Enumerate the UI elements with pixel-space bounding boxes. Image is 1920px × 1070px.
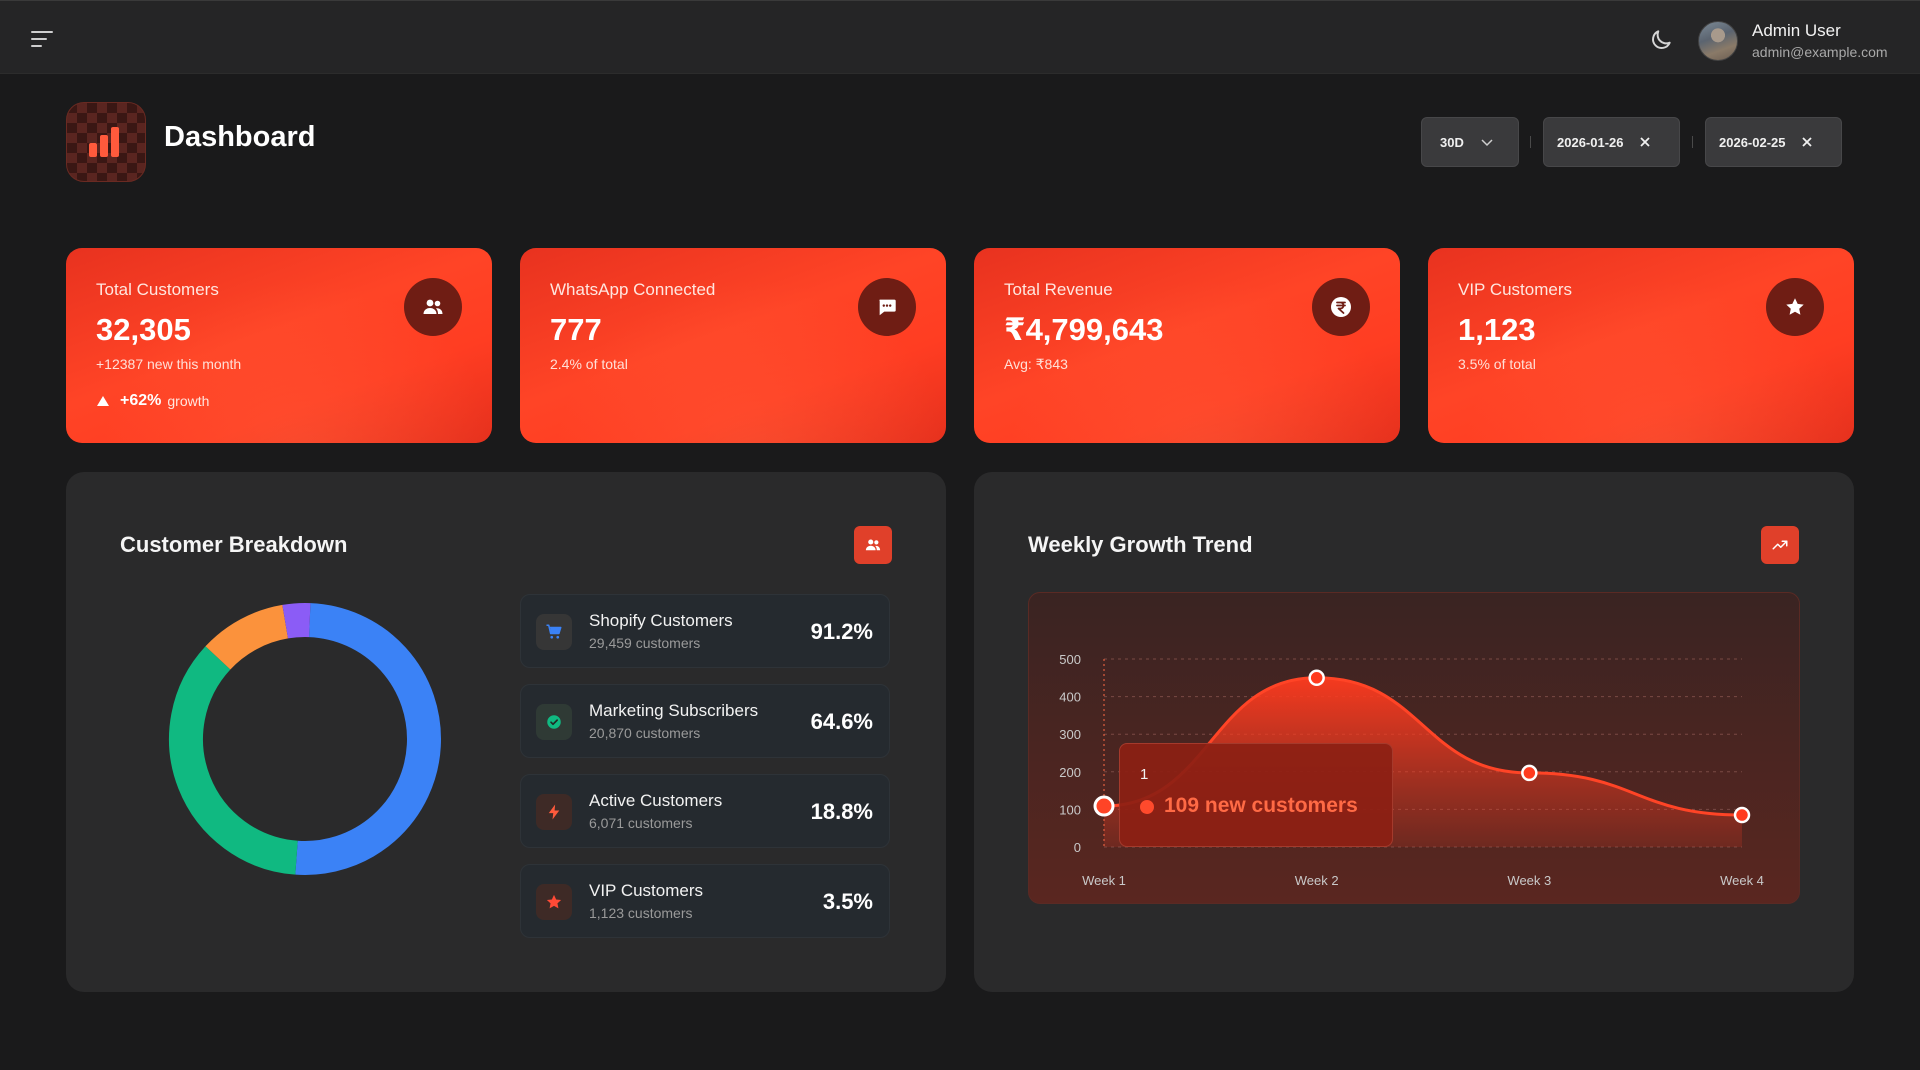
user-email: admin@example.com <box>1752 44 1888 60</box>
bolt-icon <box>536 794 572 830</box>
close-icon[interactable] <box>1638 135 1652 149</box>
avatar[interactable] <box>1698 21 1738 61</box>
menu-icon[interactable] <box>30 29 54 49</box>
breakdown-item-marketing: Marketing Subscribers 20,870 customers 6… <box>520 684 890 758</box>
donut-chart <box>169 603 441 875</box>
panel-title: Customer Breakdown <box>120 532 348 557</box>
kpi-subtext: 3.5% of total <box>1458 356 1536 372</box>
trending-up-icon <box>1761 526 1799 564</box>
kpi-value: 777 <box>550 312 602 347</box>
breakdown-item-percent: 64.6% <box>810 709 873 734</box>
user-name: Admin User <box>1752 21 1841 40</box>
breakdown-item-count: 6,071 customers <box>589 815 693 831</box>
tooltip-title: 1 <box>1140 766 1149 783</box>
panel-title: Weekly Growth Trend <box>1028 532 1253 557</box>
tooltip-dot <box>1140 800 1154 814</box>
kpi-label: VIP Customers <box>1458 280 1573 299</box>
kpi-label: Total Revenue <box>1004 280 1113 299</box>
breakdown-item-name: Marketing Subscribers <box>589 701 759 720</box>
growth-text: growth <box>167 393 210 409</box>
start-date-chip[interactable]: 2026-01-26 <box>1543 117 1680 167</box>
breakdown-item-active: Active Customers 6,071 customers 18.8% <box>520 774 890 848</box>
start-date-value: 2026-01-26 <box>1557 134 1624 150</box>
y-tick-label: 0 <box>1074 840 1081 855</box>
chat-icon <box>858 278 916 336</box>
breakdown-item-count: 1,123 customers <box>589 905 693 921</box>
kpi-card-vip-customers: VIP Customers 1,123 3.5% of total <box>1428 248 1854 443</box>
top-bar: Admin User admin@example.com <box>0 0 1920 74</box>
tooltip-value: 109 new customers <box>1164 794 1358 817</box>
rupee-icon <box>1312 278 1370 336</box>
y-tick-label: 200 <box>1059 765 1081 780</box>
breakdown-item-name: VIP Customers <box>589 881 704 900</box>
data-point-1[interactable] <box>1093 795 1115 817</box>
x-tick-label: Week 4 <box>1720 873 1764 888</box>
donut-slice-vip[interactable] <box>282 603 311 639</box>
star-icon <box>1766 278 1824 336</box>
chart-tooltip: 1 109 new customers <box>1119 743 1393 847</box>
growth-value: +62% <box>120 392 162 409</box>
range-select[interactable]: 30D <box>1421 117 1519 167</box>
breakdown-item-percent: 3.5% <box>822 889 873 914</box>
customer-breakdown-panel: Customer Breakdown Shopify Customers 29,… <box>66 472 946 992</box>
donut-slice-shopify[interactable] <box>295 603 441 875</box>
kpi-subtext: 2.4% of total <box>550 356 628 372</box>
dark-mode-toggle-icon[interactable] <box>1648 27 1674 53</box>
kpi-label: Total Customers <box>96 280 219 299</box>
end-date-chip[interactable]: 2026-02-25 <box>1705 117 1842 167</box>
kpi-value: 1,123 <box>1458 312 1536 347</box>
users-icon <box>404 278 462 336</box>
breakdown-item-name: Active Customers <box>589 791 723 810</box>
weekly-growth-panel: Weekly Growth Trend 0 100 200 300 400 500 Week… <box>974 472 1854 992</box>
kpi-card-total-customers: Total Customers 32,305 +12387 new this m… <box>66 248 492 443</box>
triangle-up-icon <box>97 396 109 406</box>
divider <box>1530 136 1531 148</box>
donut-slice-active[interactable] <box>205 604 289 670</box>
kpi-growth: +62% growth <box>96 392 209 410</box>
breakdown-item-vip: VIP Customers 1,123 customers 3.5% <box>520 864 890 938</box>
kpi-subtext: Avg: ₹843 <box>1004 356 1068 372</box>
growth-chart-area: 0 100 200 300 400 500 Week 1 Week 2 Week 3 Week 4… <box>1028 592 1800 904</box>
chevron-down-icon <box>1481 139 1493 147</box>
dashboard-logo-icon <box>66 102 146 182</box>
y-tick-label: 100 <box>1059 802 1081 817</box>
data-point-4[interactable] <box>1733 806 1751 824</box>
page-title: Dashboard <box>164 121 316 153</box>
check-circle-icon <box>536 704 572 740</box>
kpi-card-whatsapp: WhatsApp Connected 777 2.4% of total <box>520 248 946 443</box>
range-select-value: 30D <box>1440 134 1464 150</box>
end-date-value: 2026-02-25 <box>1719 134 1786 150</box>
divider <box>1692 136 1693 148</box>
kpi-label: WhatsApp Connected <box>550 280 716 299</box>
y-tick-label: 300 <box>1059 727 1081 742</box>
cart-icon <box>536 614 572 650</box>
data-point-3[interactable] <box>1521 764 1538 782</box>
breakdown-item-shopify: Shopify Customers 29,459 customers 91.2% <box>520 594 890 668</box>
star-icon <box>536 884 572 920</box>
kpi-value: ₹4,799,643 <box>1004 312 1164 347</box>
y-tick-label: 500 <box>1059 652 1081 667</box>
kpi-card-total-revenue: Total Revenue ₹4,799,643 Avg: ₹843 <box>974 248 1400 443</box>
kpi-subtext: +12387 new this month <box>96 356 242 372</box>
y-tick-label: 400 <box>1059 690 1081 705</box>
breakdown-item-count: 29,459 customers <box>589 635 701 651</box>
breakdown-item-count: 20,870 customers <box>589 725 701 741</box>
data-point-2[interactable] <box>1308 669 1325 687</box>
x-tick-label: Week 3 <box>1507 873 1551 888</box>
x-tick-label: Week 1 <box>1082 873 1126 888</box>
breakdown-item-percent: 91.2% <box>810 619 873 644</box>
donut-slice-marketing[interactable] <box>169 646 299 875</box>
close-icon[interactable] <box>1800 135 1814 149</box>
kpi-value: 32,305 <box>96 312 191 347</box>
breakdown-item-name: Shopify Customers <box>589 611 733 630</box>
users-badge-icon <box>854 526 892 564</box>
x-tick-label: Week 2 <box>1295 873 1339 888</box>
breakdown-item-percent: 18.8% <box>810 799 873 824</box>
